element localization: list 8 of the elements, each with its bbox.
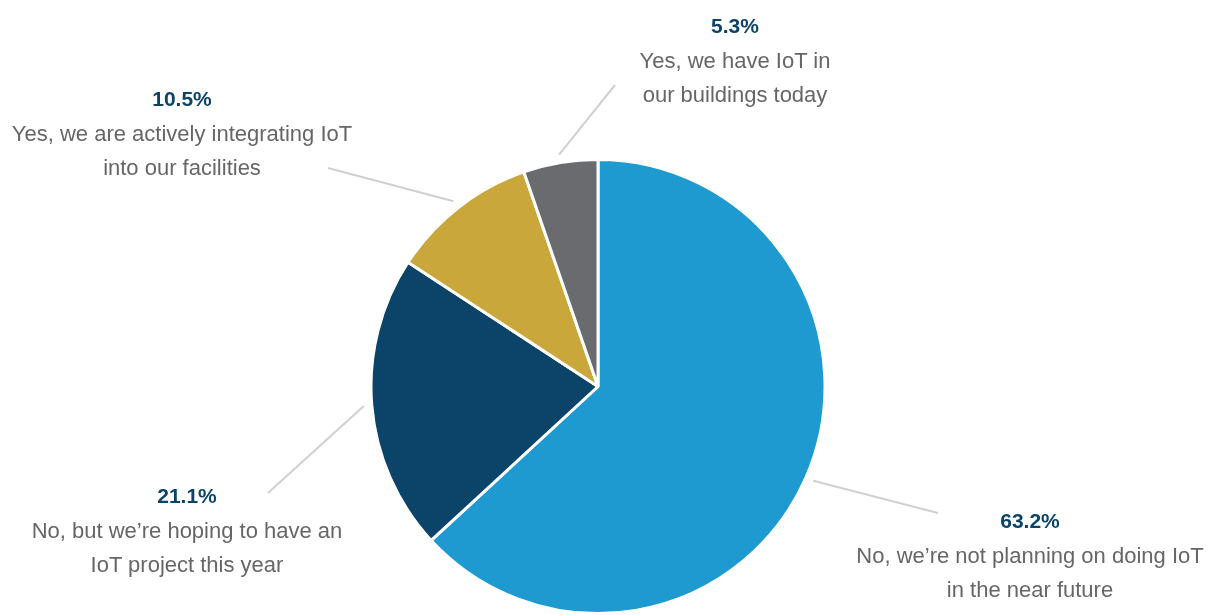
data-label: 21.1% <box>157 483 218 507</box>
slice-label: Yes, we are actively integrating IoT into our facilities <box>11 121 353 181</box>
data-label: 10.5% <box>152 86 213 110</box>
slice-label: No, but we’re hoping to have an IoT project this year <box>31 518 343 578</box>
data-label: 5.3% <box>711 13 760 37</box>
data-label: 63.2% <box>1000 508 1061 532</box>
slice-label: Yes, we have IoT in our buildings today <box>639 48 831 108</box>
slice-label: No, we’re not planning on doing IoT in the near future <box>856 543 1204 603</box>
